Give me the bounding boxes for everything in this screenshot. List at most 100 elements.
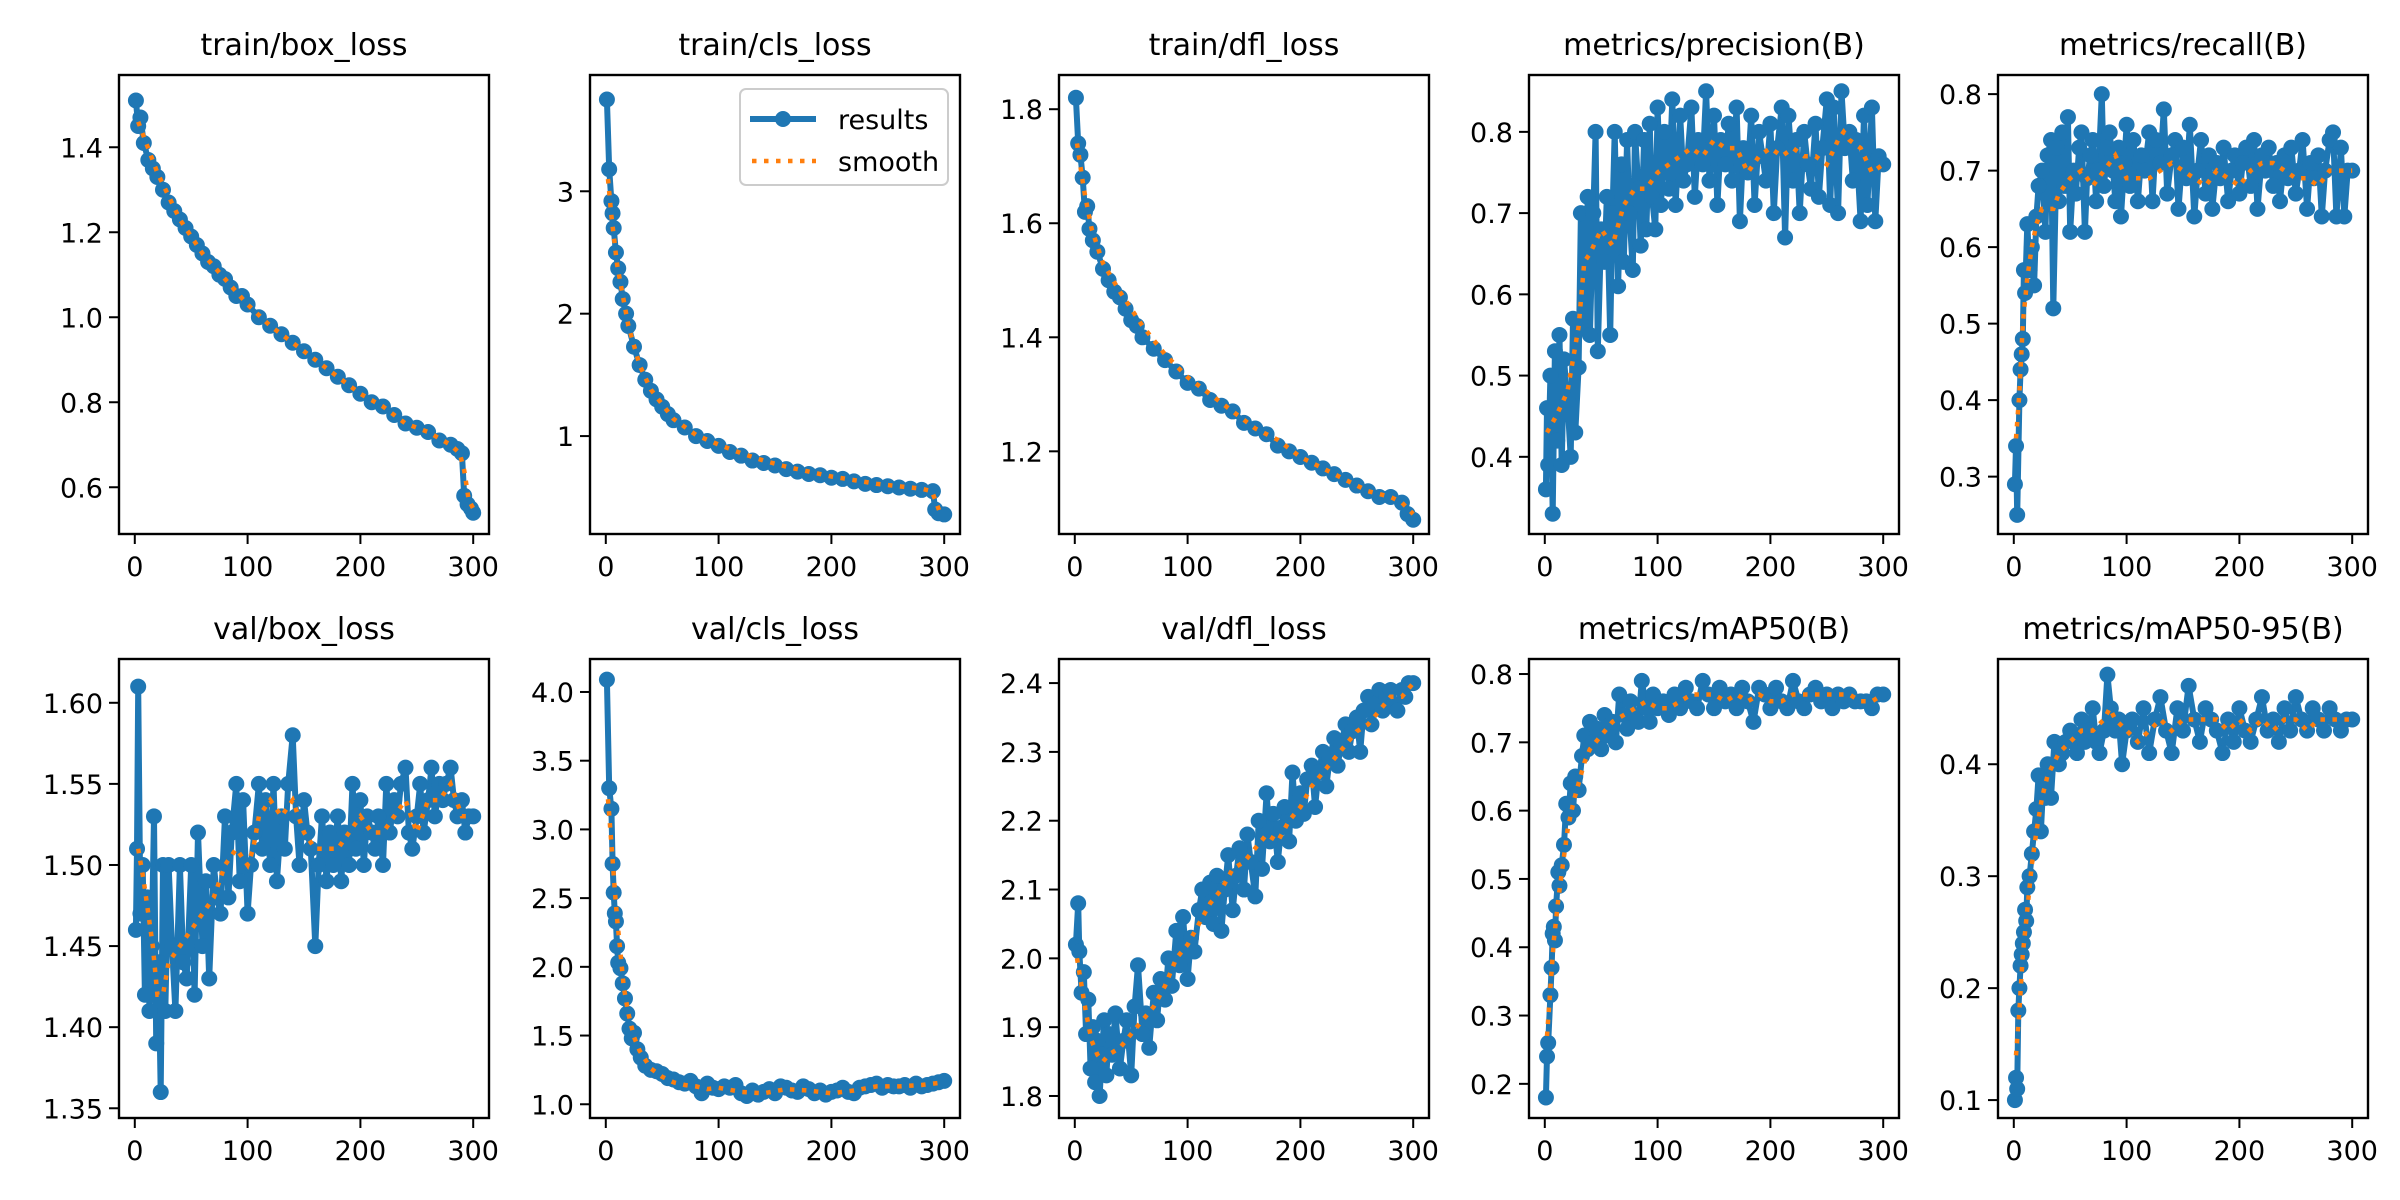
results-point (1284, 764, 1301, 781)
smooth-line (2013, 703, 2353, 1056)
results-point (381, 824, 398, 841)
legend-results-marker (775, 111, 791, 127)
results-point (1567, 424, 1584, 441)
subplot-val-box-loss: val/box_loss 0 100 200 300 1.35 1.40 1.45 1.50 1.… (43, 612, 499, 1167)
results-point (302, 840, 319, 857)
results-point (2010, 1002, 2027, 1019)
results-point (2181, 116, 2198, 133)
results-point (2059, 109, 2076, 126)
y-tick-label: 2.0 (1000, 944, 1043, 975)
subplot-title: train/box_loss (200, 28, 407, 63)
results-point (601, 161, 618, 178)
results-point (604, 855, 621, 872)
results-point (2071, 139, 2088, 156)
subplot-train-dfl-loss: train/dfl_loss 0 100 200 300 1.2 1.4 1.6 1.8 (1000, 28, 1439, 583)
axes-frame (1996, 73, 2370, 536)
results-point (1250, 812, 1267, 829)
results-point (1567, 768, 1584, 785)
results-point (1587, 123, 1604, 140)
results-point (1555, 836, 1572, 853)
results-point (1734, 679, 1751, 696)
y-tick-label: 1.2 (60, 218, 103, 249)
results-point (1344, 723, 1361, 740)
results-point (1598, 188, 1615, 205)
results-point (2291, 162, 2308, 179)
y-tick-label: 2 (557, 300, 574, 331)
results-point (141, 1002, 158, 1019)
x-tick-label: 300 (447, 1136, 499, 1167)
results-point (205, 856, 222, 873)
results-point (2336, 208, 2353, 225)
x-tick-label: 0 (1066, 1136, 1083, 1167)
results-point (1570, 359, 1587, 376)
results-point (1796, 123, 1813, 140)
results-point (1405, 675, 1422, 692)
results-point (154, 181, 171, 198)
x-tick-label: 100 (1632, 552, 1684, 583)
results-point (1539, 1048, 1556, 1065)
results-point (1318, 778, 1335, 795)
y-tick-label: 2.2 (1000, 807, 1043, 838)
results-point (2110, 139, 2127, 156)
smooth-line (605, 178, 946, 517)
axes-frame (1527, 657, 1901, 1120)
results-point (284, 727, 301, 744)
results-point (235, 792, 252, 809)
smooth-line (1544, 691, 1885, 1037)
results-point (1610, 278, 1627, 295)
results-point (614, 975, 631, 992)
results-point (1604, 205, 1621, 222)
results-point (2065, 162, 2082, 179)
results-point (1276, 798, 1293, 815)
results-point (1664, 91, 1681, 108)
results-line (2011, 91, 2353, 518)
axes-frame (117, 73, 491, 536)
results-point (1875, 686, 1892, 703)
results-point (2088, 193, 2105, 210)
results-point (352, 385, 369, 402)
results-point (2082, 147, 2099, 164)
results-point (341, 856, 358, 873)
results-point (2299, 200, 2316, 217)
results-point (175, 954, 192, 971)
subplot-title: metrics/recall(B) (2059, 28, 2307, 63)
results-point (1254, 860, 1271, 877)
results-point (1796, 700, 1813, 717)
results-point (1559, 391, 1576, 408)
results-point (2265, 711, 2282, 728)
results-point (2096, 722, 2113, 739)
results-point (1724, 172, 1741, 189)
results-point (2272, 193, 2289, 210)
results-point (1168, 922, 1185, 939)
results-point (1652, 196, 1669, 213)
results-point (280, 775, 297, 792)
results-point (465, 808, 482, 825)
results-point (1624, 261, 1641, 278)
x-tick-label: 0 (126, 552, 143, 583)
results-point (1667, 196, 1684, 213)
subplot-train-box-loss: train/box_loss 0 100 200 300 0.6 0.8 1.0 1.2 1.4 (60, 28, 499, 583)
results-point (2124, 711, 2141, 728)
results-point (1799, 156, 1816, 173)
results-point (1622, 693, 1639, 710)
plot-area (1537, 672, 1892, 1106)
results-point (1168, 363, 1185, 380)
results-point (1141, 1039, 1158, 1056)
smooth-line (605, 799, 945, 1096)
results-point (601, 780, 618, 797)
results-point (347, 840, 364, 857)
subplot-title: metrics/mAP50-95(B) (2022, 612, 2343, 647)
results-point (2054, 124, 2071, 141)
x-tick-label: 0 (2005, 1136, 2022, 1167)
results-point (1632, 237, 1649, 254)
results-point (2121, 177, 2138, 194)
results-point (268, 873, 285, 890)
plot-area (2006, 86, 2361, 523)
results-point (1543, 959, 1560, 976)
results-point (1546, 932, 1563, 949)
x-tick-label: 300 (447, 552, 499, 583)
results-point (2175, 722, 2191, 739)
results-point (2129, 193, 2146, 210)
y-tick-label: 0.3 (1470, 1002, 1513, 1033)
results-point (1731, 213, 1748, 230)
